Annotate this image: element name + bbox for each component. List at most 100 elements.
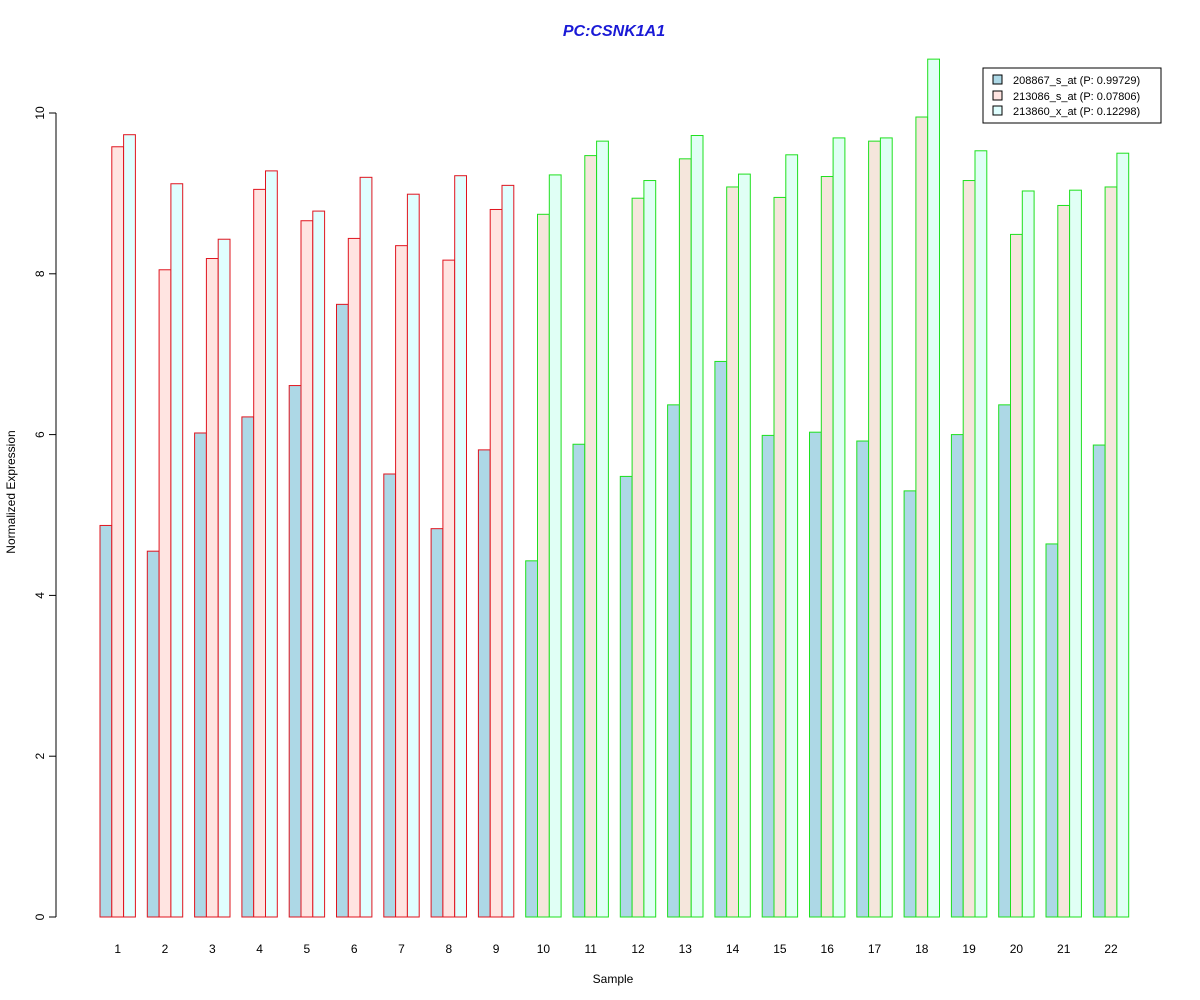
legend-swatch-3 [992, 105, 1003, 116]
bar-sample-16-series-1 [809, 431, 822, 918]
bar-sample-5-series-1 [288, 385, 302, 918]
bar-sample-3-series-1 [194, 432, 207, 918]
bar-sample-9-series-1 [477, 449, 491, 918]
bar-sample-10-series-2 [537, 213, 550, 918]
y-axis-title: Normalized Expression [4, 430, 18, 553]
legend-label-2: 213086_s_at (P: 0.07806) [1013, 91, 1140, 103]
bar-sample-6-series-1 [336, 303, 349, 918]
x-tick-label: 7 [398, 942, 405, 956]
bar-sample-4-series-2 [253, 188, 266, 918]
x-tick-label: 10 [537, 942, 551, 956]
bar-sample-11-series-3 [596, 140, 609, 918]
x-tick-label: 2 [162, 942, 169, 956]
bar-sample-19-series-3 [974, 150, 988, 918]
bar-sample-7-series-1 [383, 473, 397, 918]
x-tick-label: 14 [726, 942, 740, 956]
bar-sample-19-series-1 [950, 434, 964, 918]
legend: 208867_s_at (P: 0.99729) 213086_s_at (P:… [982, 67, 1162, 124]
bar-sample-4-series-1 [241, 416, 255, 918]
x-tick-label: 20 [1010, 942, 1024, 956]
y-tick-label: 4 [33, 592, 47, 599]
x-tick-label: 16 [821, 942, 835, 956]
bar-sample-8-series-1 [430, 528, 444, 918]
bar-sample-18-series-2 [915, 116, 929, 918]
bar-sample-3-series-2 [205, 258, 219, 918]
bar-sample-19-series-2 [962, 180, 976, 918]
bar-sample-8-series-2 [442, 259, 456, 918]
x-tick-label: 18 [915, 942, 929, 956]
bar-sample-13-series-3 [690, 135, 704, 918]
y-tick-label: 8 [33, 270, 47, 277]
bar-sample-13-series-1 [667, 404, 680, 918]
bar-sample-6-series-3 [359, 176, 373, 918]
legend-box [982, 67, 1162, 124]
x-tick-label: 1 [114, 942, 121, 956]
bar-sample-10-series-1 [525, 560, 539, 918]
bar-sample-2-series-3 [170, 183, 184, 918]
x-tick-label: 12 [631, 942, 645, 956]
bar-sample-1-series-2 [111, 146, 125, 918]
bars [99, 58, 1130, 918]
bar-sample-21-series-1 [1045, 543, 1059, 918]
bar-sample-1-series-3 [123, 134, 136, 918]
bar-sample-22-series-2 [1104, 186, 1118, 918]
bar-sample-2-series-1 [146, 550, 160, 918]
legend-swatch-1 [992, 74, 1003, 85]
bar-sample-4-series-3 [265, 170, 278, 918]
bar-sample-11-series-2 [584, 155, 598, 918]
bar-sample-15-series-2 [773, 196, 787, 918]
x-tick-label: 15 [773, 942, 787, 956]
bar-sample-18-series-1 [903, 490, 917, 918]
bar-sample-12-series-3 [643, 180, 657, 918]
bar-sample-21-series-2 [1057, 204, 1071, 918]
bar-sample-15-series-3 [785, 154, 799, 918]
bar-sample-5-series-3 [312, 210, 326, 918]
bar-sample-17-series-1 [856, 440, 870, 918]
x-tick-label: 9 [493, 942, 500, 956]
legend-label-3: 213860_x_at (P: 0.12298) [1013, 106, 1140, 118]
y-tick-label: 0 [33, 913, 47, 920]
bar-sample-12-series-1 [619, 475, 633, 918]
x-tick-labels: 1 2 3 4 5 6 7 8 9 10 11 12 13 14 15 16 17 18 19 20 21 22 [114, 942, 1118, 956]
bar-sample-16-series-3 [832, 137, 846, 918]
x-tick-label: 4 [256, 942, 263, 956]
bar-sample-20-series-1 [998, 404, 1012, 918]
x-tick-label: 17 [868, 942, 882, 956]
bar-sample-22-series-3 [1116, 152, 1130, 918]
bar-sample-7-series-3 [406, 193, 420, 918]
bar-sample-3-series-3 [217, 238, 231, 918]
x-tick-label: 19 [962, 942, 976, 956]
bar-sample-5-series-2 [300, 220, 314, 918]
y-tick-label: 10 [33, 106, 47, 120]
bar-sample-11-series-1 [572, 443, 586, 918]
legend-swatch-2 [992, 90, 1003, 101]
bar-sample-9-series-2 [489, 208, 503, 918]
bar-sample-14-series-2 [726, 186, 740, 918]
y-tick-label: 6 [33, 431, 47, 438]
bar-sample-13-series-2 [678, 158, 692, 918]
bar-sample-2-series-2 [158, 269, 172, 918]
bar-sample-9-series-3 [501, 184, 515, 918]
bar-sample-8-series-3 [454, 175, 468, 918]
x-tick-label: 13 [679, 942, 693, 956]
bar-sample-20-series-3 [1021, 190, 1035, 918]
bar-sample-17-series-3 [879, 137, 893, 918]
bar-sample-12-series-2 [631, 197, 645, 918]
bar-sample-20-series-2 [1010, 233, 1023, 918]
bar-sample-15-series-1 [761, 434, 775, 918]
bar-sample-14-series-3 [738, 173, 751, 918]
bar-sample-6-series-2 [347, 237, 361, 918]
legend-label-1: 208867_s_at (P: 0.99729) [1013, 75, 1140, 87]
chart-title: PC:CSNK1A1 [563, 23, 665, 40]
y-axis: 0 2 4 6 8 10 [33, 106, 57, 920]
bar-sample-10-series-3 [548, 174, 562, 918]
bar-sample-21-series-3 [1069, 189, 1082, 918]
bar-sample-7-series-2 [395, 245, 408, 918]
x-tick-label: 6 [351, 942, 358, 956]
bar-sample-1-series-1 [99, 524, 113, 918]
bar-sample-17-series-2 [868, 140, 881, 918]
bar-sample-18-series-3 [927, 58, 941, 918]
x-tick-label: 8 [445, 942, 452, 956]
x-tick-label: 3 [209, 942, 216, 956]
